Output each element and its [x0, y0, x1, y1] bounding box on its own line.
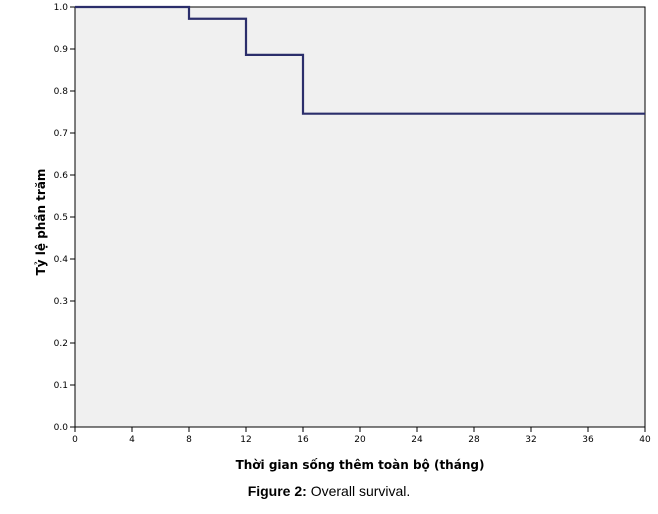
- y-tick-label: 0.4: [54, 255, 69, 265]
- y-tick-label: 0.6: [54, 171, 69, 181]
- y-tick-label: 0.0: [54, 423, 69, 433]
- survival-step-line: [75, 5, 645, 115]
- y-tick-label: 0.5: [54, 213, 68, 223]
- y-tick-label: 0.7: [54, 129, 68, 139]
- x-tick-label: 24: [411, 435, 423, 445]
- x-axis: 0 4 8 12 16 20 24 28 32 36 40: [72, 427, 651, 445]
- y-tick-label: 0.9: [54, 45, 69, 55]
- y-axis: 0.0 0.1 0.2 0.3 0.4 0.5 0.6 0.7 0.8 0.9 1.0: [54, 3, 75, 433]
- x-tick-label: 28: [468, 435, 480, 445]
- figure-caption: Figure 2: Overall survival.: [0, 483, 658, 499]
- x-tick-label: 40: [639, 435, 651, 445]
- x-tick-label: 20: [354, 435, 366, 445]
- x-axis-label: Thời gian sống thêm toàn bộ (tháng): [236, 458, 485, 472]
- x-tick-label: 36: [582, 435, 594, 445]
- x-tick-label: 12: [240, 435, 251, 445]
- x-tick-label: 4: [129, 435, 135, 445]
- y-tick-label: 0.1: [54, 381, 68, 391]
- y-tick-label: 0.2: [54, 339, 68, 349]
- x-tick-label: 16: [297, 435, 309, 445]
- survival-chart: 0.0 0.1 0.2 0.3 0.4 0.5 0.6 0.7 0.8 0.9 1.0 0 4 8 12 1…: [34, 3, 651, 472]
- y-tick-label: 1.0: [54, 3, 69, 13]
- plot-area: [74, 6, 646, 428]
- y-tick-label: 0.3: [54, 297, 68, 307]
- x-tick-label: 32: [525, 435, 536, 445]
- y-tick-label: 0.8: [54, 87, 69, 97]
- figure-caption-label: Figure 2:: [247, 483, 307, 499]
- figure-caption-text: Overall survival.: [310, 483, 411, 499]
- x-tick-label: 0: [72, 435, 78, 445]
- x-tick-label: 8: [186, 435, 192, 445]
- y-axis-label: Tỷ lệ phần trăm: [34, 169, 48, 276]
